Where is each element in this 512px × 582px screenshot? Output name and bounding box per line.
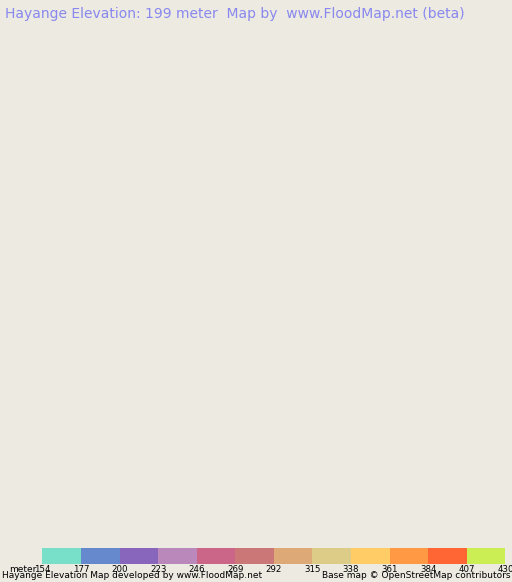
Text: Hayange Elevation Map developed by www.FloodMap.net: Hayange Elevation Map developed by www.F… <box>2 571 262 580</box>
Text: meter: meter <box>9 565 36 574</box>
Bar <box>467 548 505 563</box>
Bar <box>120 548 158 563</box>
Text: 315: 315 <box>304 565 321 574</box>
Bar <box>197 548 236 563</box>
Bar <box>236 548 274 563</box>
Text: Hayange Elevation: 199 meter  Map by  www.FloodMap.net (beta): Hayange Elevation: 199 meter Map by www.… <box>5 7 465 21</box>
Bar <box>274 548 312 563</box>
Text: 223: 223 <box>150 565 166 574</box>
Text: 430: 430 <box>497 565 512 574</box>
Text: 269: 269 <box>227 565 244 574</box>
Bar <box>351 548 390 563</box>
Bar <box>428 548 467 563</box>
Bar <box>312 548 351 563</box>
Text: 177: 177 <box>73 565 89 574</box>
Bar <box>42 548 81 563</box>
Text: 292: 292 <box>266 565 282 574</box>
Text: 338: 338 <box>343 565 359 574</box>
Text: 200: 200 <box>112 565 128 574</box>
Text: 361: 361 <box>381 565 398 574</box>
Text: 407: 407 <box>459 565 475 574</box>
Text: 384: 384 <box>420 565 436 574</box>
Bar <box>390 548 428 563</box>
Text: 246: 246 <box>188 565 205 574</box>
Bar <box>158 548 197 563</box>
Bar <box>81 548 120 563</box>
Text: Base map © OpenStreetMap contributors: Base map © OpenStreetMap contributors <box>322 571 510 580</box>
Text: 154: 154 <box>34 565 51 574</box>
